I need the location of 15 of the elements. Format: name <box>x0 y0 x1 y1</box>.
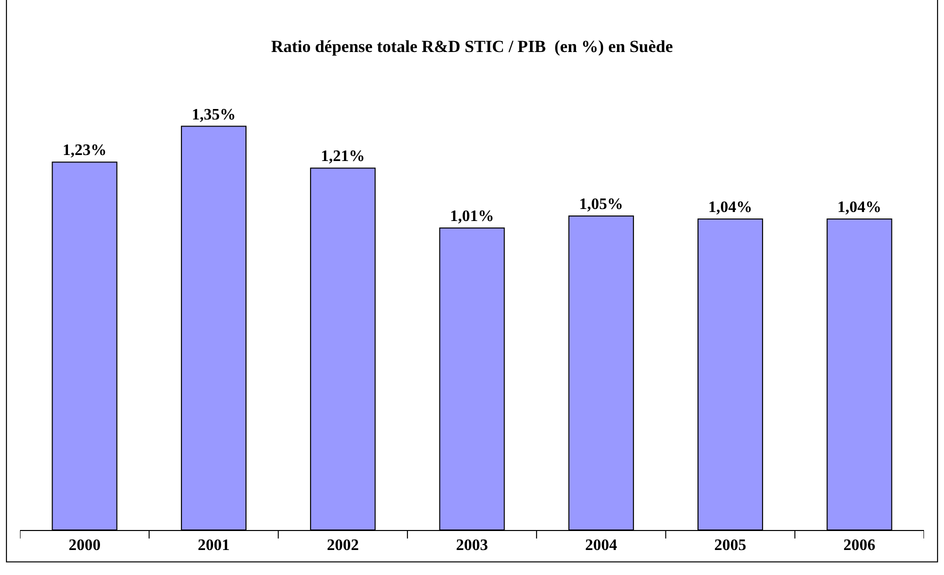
x-tick-label: 2002 <box>326 537 359 554</box>
x-tick-label: 2004 <box>585 537 618 554</box>
data-label: 1,01% <box>450 208 494 225</box>
data-label: 1,04% <box>708 198 752 216</box>
data-label: 1,23% <box>62 142 107 160</box>
data-label: 1,05% <box>579 196 624 213</box>
data-label: 1,21% <box>320 148 365 166</box>
data-label: 1,04% <box>837 198 882 216</box>
x-tick-label: 2006 <box>843 537 876 554</box>
x-tick-label: 2001 <box>198 537 230 554</box>
x-tick-label: 2003 <box>456 537 488 554</box>
x-tick-label: 2000 <box>68 537 101 554</box>
x-tick-label: 2005 <box>714 537 746 554</box>
data-label: 1,35% <box>192 106 236 124</box>
chart-title: Ratio dépense totale R&D STIC / PIB (en %) en Suède <box>271 37 674 56</box>
